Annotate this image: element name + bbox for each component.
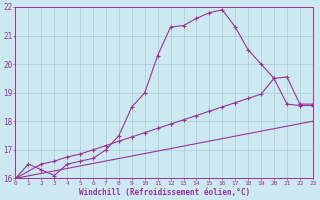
X-axis label: Windchill (Refroidissement éolien,°C): Windchill (Refroidissement éolien,°C) — [79, 188, 250, 197]
